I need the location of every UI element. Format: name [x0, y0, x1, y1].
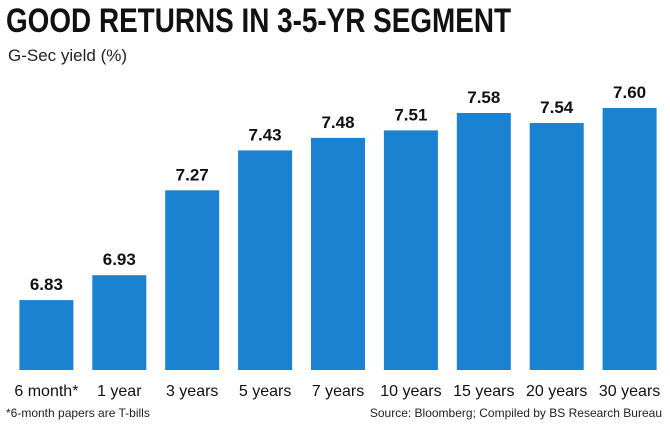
x-tick-label: 20 years — [526, 383, 587, 400]
bar — [311, 137, 365, 370]
chart-subtitle: G-Sec yield (%) — [8, 46, 128, 65]
source-note: Source: Bloomberg; Compiled by BS Resear… — [369, 406, 662, 420]
bar — [92, 275, 147, 370]
bar — [383, 130, 438, 370]
x-tick-label: 1 year — [97, 383, 142, 400]
x-tick-label: 15 years — [453, 383, 514, 400]
bar — [19, 300, 74, 370]
bar — [529, 123, 584, 370]
bar — [602, 108, 657, 370]
data-label: 7.43 — [249, 125, 282, 144]
data-label: 7.48 — [321, 113, 354, 132]
x-tick-label: 6 month* — [14, 383, 78, 400]
x-tick-label: 5 years — [239, 383, 291, 400]
bar — [456, 113, 511, 370]
data-label: 7.27 — [176, 165, 209, 184]
x-tick-label: 30 years — [599, 383, 660, 400]
x-tick-label: 3 years — [166, 383, 218, 400]
x-tick-label: 7 years — [312, 383, 364, 400]
data-label: 6.83 — [30, 275, 63, 294]
value-labels-layer: 6.83 6.93 7.27 7.43 7.48 7.51 7.58 7.54 7.60 — [30, 83, 646, 294]
bar — [165, 190, 220, 370]
footnote: *6-month papers are T-bills — [6, 406, 150, 420]
category-labels-layer: 6 month* 1 year 3 years 5 years 7 years 10 ye… — [14, 383, 660, 400]
x-tick-label: 10 years — [380, 383, 441, 400]
data-label: 7.58 — [467, 88, 500, 107]
data-label: 6.93 — [103, 250, 136, 269]
bars-layer — [19, 108, 657, 370]
data-label: 7.51 — [394, 105, 427, 124]
data-label: 7.54 — [540, 98, 574, 117]
chart-title: GOOD RETURNS IN 3-5-YR SEGMENT — [6, 2, 511, 40]
data-label: 7.60 — [613, 83, 646, 102]
bar — [238, 150, 293, 370]
